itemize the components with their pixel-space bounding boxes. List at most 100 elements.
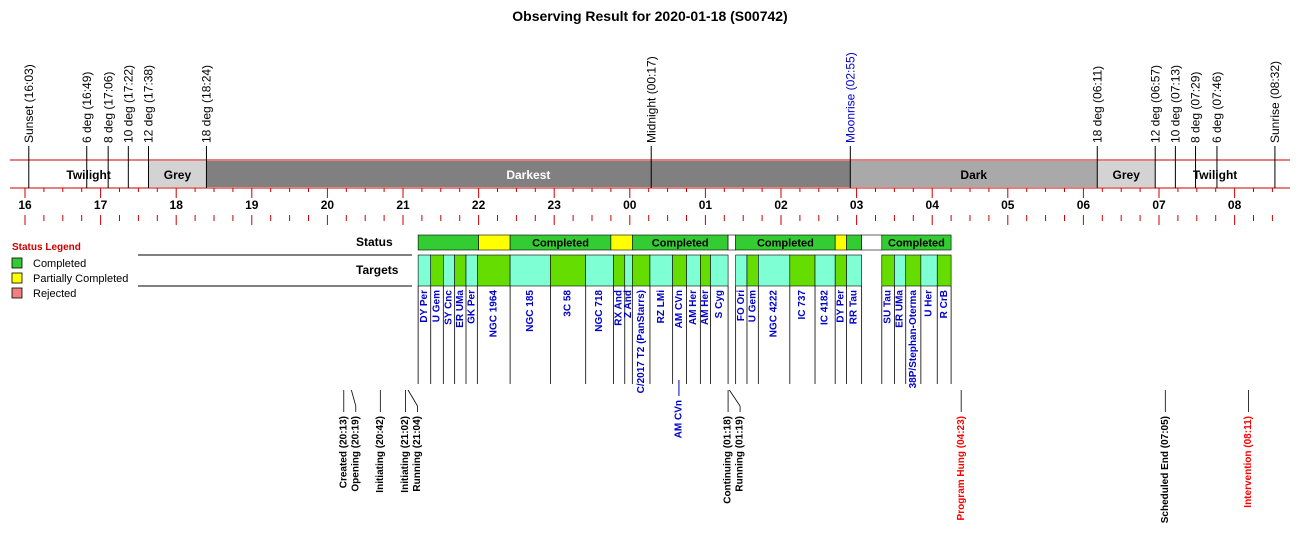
sky-event-label: Sunrise (08:32) (1268, 61, 1282, 143)
target-label: AM Her (700, 290, 711, 325)
sky-event-label: 8 deg (07:29) (1189, 72, 1203, 143)
program-event-leader (729, 389, 741, 407)
legend-label: Rejected (33, 288, 76, 300)
program-event-label: Initiating (21:02) (400, 416, 411, 493)
status-segment (727, 234, 736, 251)
target-label: SY Cnc (444, 290, 455, 325)
target-block (443, 254, 455, 287)
sky-band (148, 161, 207, 187)
target-block (686, 254, 701, 287)
sky-band-label: Grey (164, 168, 192, 182)
sky-event-label: 10 deg (07:13) (1169, 65, 1183, 143)
target-block (834, 254, 847, 287)
target-label: S Cyg (714, 290, 725, 318)
target-block (814, 254, 836, 287)
program-event-label: Scheduled End (07:05) (1160, 416, 1171, 523)
sky-event-label: 12 deg (06:57) (1148, 65, 1162, 143)
program-event-leader (350, 389, 357, 407)
target-label: R CrB (939, 290, 950, 318)
target-block (936, 254, 952, 287)
status-segment (478, 234, 511, 251)
target-label: 38P/Stephan-Oterma (908, 290, 919, 389)
target-block (649, 254, 673, 287)
tick-label: 04 (926, 198, 940, 212)
status-segment (834, 234, 847, 251)
target-label: ER UMa (895, 290, 906, 328)
target-label: SU Tau (883, 290, 894, 324)
program-event-label: Running (01:19) (735, 416, 746, 492)
target-label: DY Per (835, 290, 846, 323)
tick-label: 02 (774, 198, 788, 212)
tick-label: 17 (94, 198, 108, 212)
target-block (624, 254, 633, 287)
target-label: NGC 1964 (488, 290, 499, 338)
target-block (465, 254, 478, 287)
program-event-leader (407, 389, 418, 407)
target-block (920, 254, 938, 287)
legend-label: Completed (33, 258, 86, 270)
tick-label: 22 (472, 198, 486, 212)
target-label: IC 737 (797, 290, 808, 320)
target-block (454, 254, 467, 287)
target-block (477, 254, 511, 287)
status-segment-label: Completed (888, 238, 945, 250)
target-label: RX And (614, 290, 625, 326)
program-event-label: Program Hung (04:23) (956, 416, 967, 520)
sky-bands: Twilight Grey Darkest Dark Grey Twilight (28, 161, 1275, 187)
sky-band (206, 161, 851, 187)
target-block (550, 254, 586, 287)
tick-label: 06 (1077, 198, 1091, 212)
target-label: RZ LMi (656, 290, 667, 324)
sky-band-label: Dark (960, 168, 987, 182)
target-label: IC 4182 (820, 290, 831, 325)
target-label: Z And (623, 290, 634, 318)
sky-band (850, 161, 1098, 187)
tick-label: 19 (245, 198, 259, 212)
legend-title: Status Legend (12, 242, 81, 253)
target-label: NGC 718 (594, 290, 605, 332)
target-label: GK Per (466, 290, 477, 324)
sky-event-label: 6 deg (16:49) (80, 72, 94, 143)
target-label: U Gem (432, 290, 443, 322)
target-label: ER UMa (455, 290, 466, 328)
program-event-label: Created (20:13) (338, 416, 349, 488)
target-label: AM Her (688, 290, 699, 325)
sky-event-label: 18 deg (06:11) (1090, 66, 1104, 143)
tick-label: 16 (18, 198, 32, 212)
target-block (905, 254, 922, 287)
status-segment-label: Completed (532, 238, 589, 250)
legend-swatch (11, 257, 23, 269)
target-block (700, 254, 711, 287)
status-segment (610, 234, 633, 251)
sky-event-label: Moonrise (02:55) (843, 52, 857, 143)
target-extra-label: AM CVn (674, 400, 685, 438)
target-labels: DY Per U Gem SY Cnc ER UMa GK Per NGC 1964 NGC… (417, 286, 952, 438)
target-label: DY Per (419, 290, 430, 323)
tick-label: 21 (396, 198, 410, 212)
time-axis: 16 17 18 19 20 21 22 23 00 01 02 03 04 05 06 07 08 (10, 159, 1290, 225)
sky-event-label: Sunset (16:03) (22, 64, 36, 143)
sky-event-label: 8 deg (17:06) (101, 72, 115, 143)
tick-label: 03 (850, 198, 864, 212)
status-segment (881, 234, 952, 251)
target-block (710, 254, 729, 287)
program-event-label: Intervention (08:11) (1243, 416, 1254, 508)
status-row-label: Status (356, 235, 393, 249)
chart-title: Observing Result for 2020-01-18 (S00742) (512, 8, 787, 24)
tick-label: 01 (699, 198, 713, 212)
legend-label: Partially Completed (33, 273, 128, 285)
target-block (758, 254, 791, 287)
target-block (585, 254, 614, 287)
tick-label: 00 (623, 198, 637, 212)
target-block (846, 254, 862, 287)
target-block (881, 254, 895, 287)
target-block (632, 254, 651, 287)
tick-label: 18 (170, 198, 184, 212)
legend-swatch (11, 272, 23, 284)
program-event-label: Continuing (01:18) (723, 416, 734, 504)
target-block (509, 254, 551, 287)
status-segment (417, 234, 479, 251)
tick-label: 05 (1001, 198, 1015, 212)
status-target-rows: Status Targets Completed Completed Completed… (138, 234, 952, 287)
